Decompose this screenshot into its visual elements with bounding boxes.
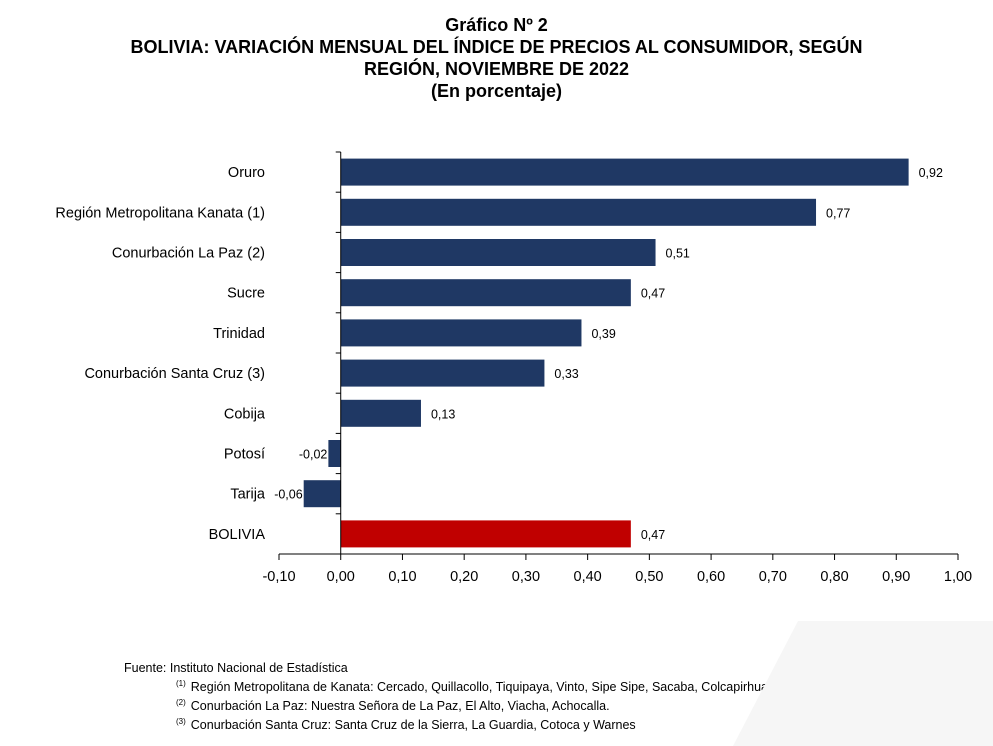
category-label: Región Metropolitana Kanata (1) [55, 205, 265, 221]
category-label: Tarija [230, 487, 266, 503]
data-label: 0,47 [641, 287, 665, 301]
data-label: -0,06 [274, 488, 303, 502]
x-tick-label: 0,30 [512, 569, 540, 585]
footnote-1-mark: (1) [176, 679, 186, 688]
category-label: Sucre [227, 286, 265, 302]
x-tick-label: 0,70 [759, 569, 787, 585]
bar [340, 239, 656, 266]
x-tick-label: 0,40 [574, 569, 602, 585]
bar [340, 279, 631, 307]
x-tick-label: 0,50 [635, 569, 663, 585]
category-label: Conurbación La Paz (2) [112, 246, 265, 262]
x-tick-label: -0,10 [262, 569, 295, 585]
x-tick-label: 0,20 [450, 569, 478, 585]
data-label: 0,33 [554, 367, 578, 381]
data-label: -0,02 [299, 448, 328, 462]
footnote-3-mark: (3) [176, 717, 186, 726]
category-label: Oruro [228, 165, 265, 181]
bar [340, 520, 631, 548]
footnote-2-mark: (2) [176, 698, 186, 707]
data-label: 0,51 [666, 247, 690, 261]
x-tick-label: 0,80 [820, 569, 848, 585]
footnote-3-text: Conurbación Santa Cruz: Santa Cruz de la… [190, 718, 636, 732]
category-label: Conurbación Santa Cruz (3) [84, 366, 265, 382]
bar [340, 198, 817, 226]
chart-title-line-2: BOLIVIA: VARIACIÓN MENSUAL DEL ÍNDICE DE… [130, 37, 863, 57]
data-label: 0,92 [919, 166, 943, 180]
source-note: Fuente: Instituto Nacional de Estadístic… [124, 661, 348, 675]
data-label: 0,39 [591, 327, 615, 341]
footnote-2-text: Conurbación La Paz: Nuestra Señora de La… [190, 699, 610, 713]
bar [340, 399, 421, 427]
bar [340, 359, 545, 387]
bar [340, 319, 582, 347]
footnote-1-text: Región Metropolitana de Kanata: Cercado,… [190, 680, 772, 694]
bar [328, 440, 341, 467]
x-tick-label: 0,90 [882, 569, 910, 585]
chart-title-line-1: Gráfico Nº 2 [445, 15, 548, 35]
x-tick-label: 1,00 [944, 569, 972, 585]
chart-title-line-3: REGIÓN, NOVIEMBRE DE 2022 [363, 59, 630, 79]
bar [303, 480, 341, 508]
footnote-3: (3) Conurbación Santa Cruz: Santa Cruz de… [124, 714, 771, 733]
footnote-2: (2) Conurbación La Paz: Nuestra Señora de… [124, 695, 771, 714]
x-tick-label: 0,60 [697, 569, 725, 585]
chart-subtitle: (En porcentaje) [430, 81, 563, 101]
data-label: 0,13 [431, 407, 455, 421]
chart-notes: Fuente: Instituto Nacional de Estadístic… [124, 660, 771, 733]
category-label: Potosí [224, 447, 265, 463]
chart-title: Gráfico Nº 2 BOLIVIA: VARIACIÓN MENSUAL … [0, 14, 993, 102]
bar [340, 158, 909, 186]
data-label: 0,47 [641, 528, 665, 542]
category-label: Cobija [224, 406, 266, 422]
footnote-1: (1) Región Metropolitana de Kanata: Cerca… [124, 676, 771, 695]
x-tick-label: 0,10 [388, 569, 416, 585]
category-label: BOLIVIA [209, 527, 266, 543]
category-label: Trinidad [213, 326, 265, 342]
data-label: 0,77 [826, 206, 850, 220]
x-tick-label: 0,00 [327, 569, 355, 585]
